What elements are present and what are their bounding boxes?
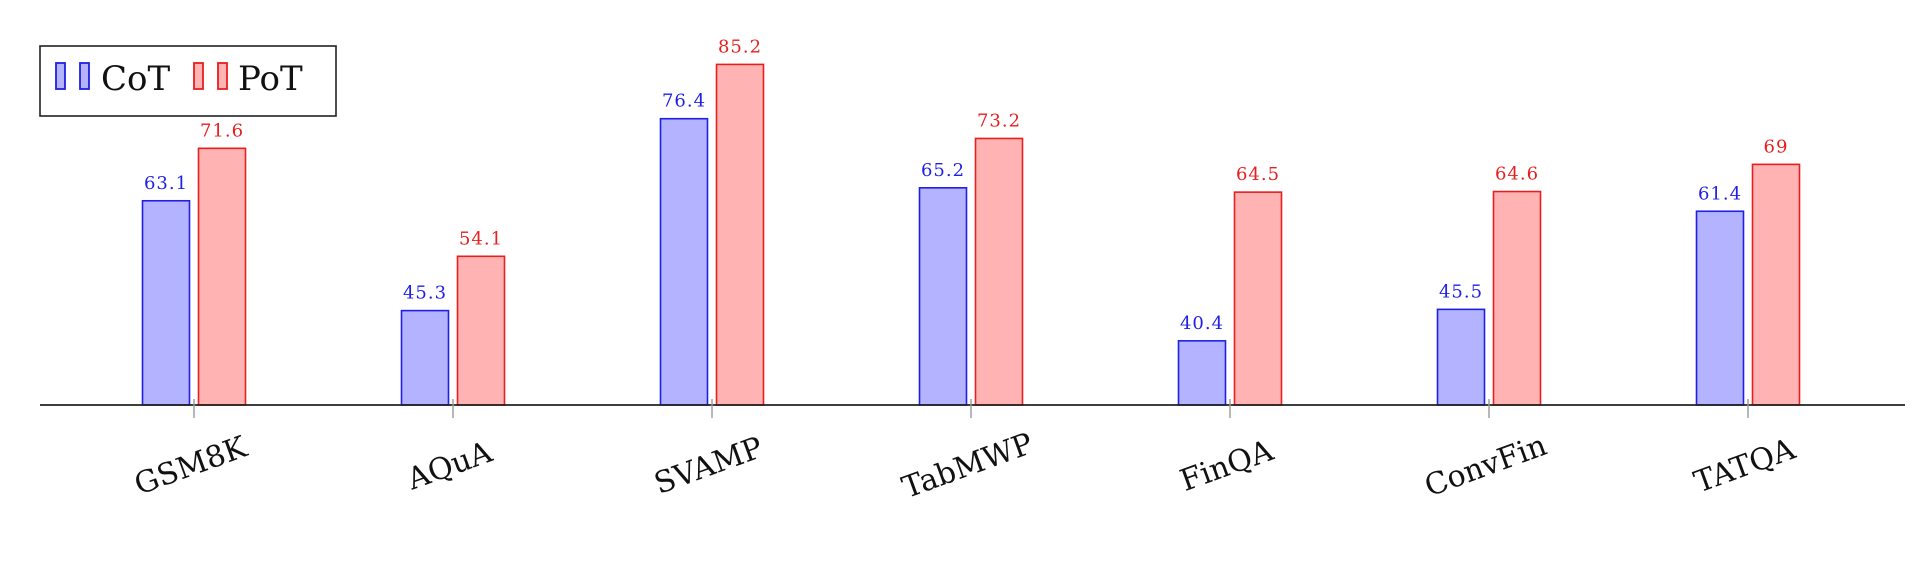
bar-cot-gsm8k <box>141 199 191 406</box>
x-tick-label-aqua: AQuA <box>402 435 497 498</box>
bar-cot-aqua <box>400 309 450 406</box>
legend-item-pot: PoT <box>193 59 303 99</box>
value-label-pot-tabmwp: 73.2 <box>977 110 1021 131</box>
bar-cot-tatqa <box>1695 210 1745 406</box>
value-labels-group: 63.1 71.6 45.3 54.1 76.4 85.2 65.2 73.2 40.4 64.5… <box>144 36 1789 334</box>
legend-swatch-pot <box>217 62 228 90</box>
legend-item-cot: CoT <box>55 59 170 99</box>
value-label-cot-aqua: 45.3 <box>403 283 447 304</box>
x-tick-label-convfin: ConvFin <box>1420 428 1551 504</box>
value-label-cot-tatqa: 61.4 <box>1698 183 1742 204</box>
bar-pot-svamp <box>715 63 765 406</box>
value-label-pot-svamp: 85.2 <box>718 36 762 57</box>
legend-label-pot: PoT <box>238 59 303 99</box>
legend-swatch-pot <box>193 62 204 90</box>
value-label-cot-svamp: 76.4 <box>662 91 706 112</box>
legend-label-cot: CoT <box>101 59 170 99</box>
bar-cot-finqa <box>1177 340 1227 406</box>
bar-pot-aqua <box>456 255 506 406</box>
x-tick-label-svamp: SVAMP <box>650 430 768 501</box>
x-tick-label-gsm8k: GSM8K <box>130 429 252 502</box>
value-label-pot-convfin: 64.6 <box>1495 164 1539 185</box>
value-label-pot-tatqa: 69 <box>1764 136 1789 157</box>
bar-cot-convfin <box>1436 308 1486 406</box>
value-label-pot-aqua: 54.1 <box>459 228 503 249</box>
value-label-cot-convfin: 45.5 <box>1439 281 1483 302</box>
value-label-cot-gsm8k: 63.1 <box>144 173 188 194</box>
bar-cot-tabmwp <box>918 187 968 406</box>
bar-pot-finqa <box>1233 191 1283 406</box>
bar-pot-tatqa <box>1751 163 1801 406</box>
x-tick-label-tabmwp: TabMWP <box>898 426 1038 506</box>
legend: CoT PoT <box>39 45 337 117</box>
bars-group <box>141 63 1801 406</box>
legend-swatch-cot <box>79 62 90 90</box>
bar-pot-gsm8k <box>197 147 247 406</box>
value-label-pot-gsm8k: 71.6 <box>200 120 244 141</box>
bar-pot-tabmwp <box>974 137 1024 406</box>
x-ticks-group <box>193 399 1749 418</box>
bar-cot-svamp <box>659 117 709 406</box>
x-tick-label-tatqa: TATQA <box>1690 432 1801 501</box>
x-tick-labels-group: GSM8K AQuA SVAMP TabMWP FinQA ConvFin TATQA <box>130 426 1800 506</box>
value-label-cot-tabmwp: 65.2 <box>921 160 965 181</box>
value-label-pot-finqa: 64.5 <box>1236 164 1280 185</box>
value-label-cot-finqa: 40.4 <box>1180 313 1224 334</box>
bar-pot-convfin <box>1492 190 1542 406</box>
legend-swatch-cot <box>55 62 66 90</box>
x-tick-label-finqa: FinQA <box>1176 433 1278 499</box>
